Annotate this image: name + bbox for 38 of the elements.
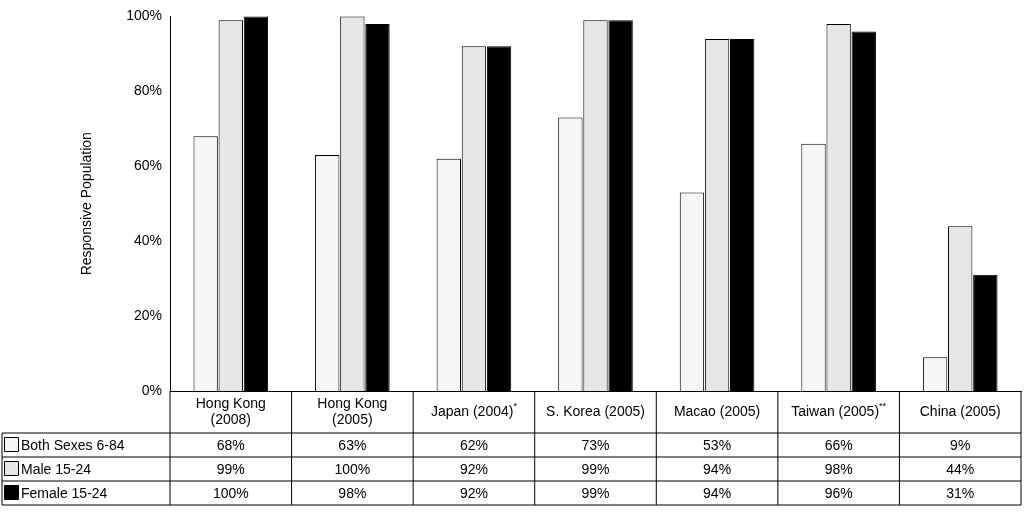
y-tick-label: 80% — [133, 82, 162, 99]
data-label: 92% — [459, 484, 488, 501]
data-label: 44% — [946, 460, 975, 477]
data-label: 73% — [581, 436, 610, 453]
data-label: 92% — [459, 460, 488, 477]
data-label: 63% — [338, 436, 367, 453]
data-label: 100% — [212, 484, 249, 501]
x-tick-label: Hong Kong (2008) — [195, 394, 266, 427]
x-tick-label: Hong Kong (2005) — [317, 394, 388, 427]
y-tick-label: 20% — [133, 306, 162, 323]
data-label: 98% — [338, 484, 367, 501]
data-label: 66% — [824, 436, 853, 453]
data-label: 62% — [459, 436, 488, 453]
x-tick-label: Macao (2005) — [673, 402, 761, 419]
x-tick-label: Taiwan (2005)** — [791, 400, 887, 419]
data-label: 31% — [946, 484, 975, 501]
data-label: 98% — [824, 460, 853, 477]
legend-label: Both Sexes 6-84 — [21, 436, 125, 453]
x-tick-label: Japan (2004)* — [430, 400, 518, 419]
y-axis-title: Responsive Population — [78, 132, 95, 276]
data-label: 99% — [581, 484, 610, 501]
data-label: 94% — [703, 484, 732, 501]
data-label: 100% — [334, 460, 371, 477]
x-tick-label: China (2005) — [919, 402, 1001, 419]
legend-label: Female 15-24 — [21, 484, 108, 501]
y-tick-label: 0% — [141, 381, 162, 398]
data-label: 68% — [216, 436, 245, 453]
x-tick-label: S. Korea (2005) — [546, 402, 645, 419]
y-tick-label: 60% — [133, 157, 162, 174]
data-label: 99% — [216, 460, 245, 477]
data-label: 94% — [703, 460, 732, 477]
data-label: 96% — [824, 484, 853, 501]
data-label: 99% — [581, 460, 610, 477]
data-label: 9% — [950, 436, 971, 453]
legend-label: Male 15-24 — [21, 460, 92, 477]
y-tick-label: 100% — [126, 7, 162, 24]
data-label: 53% — [703, 436, 732, 453]
y-tick-label: 40% — [133, 232, 162, 249]
